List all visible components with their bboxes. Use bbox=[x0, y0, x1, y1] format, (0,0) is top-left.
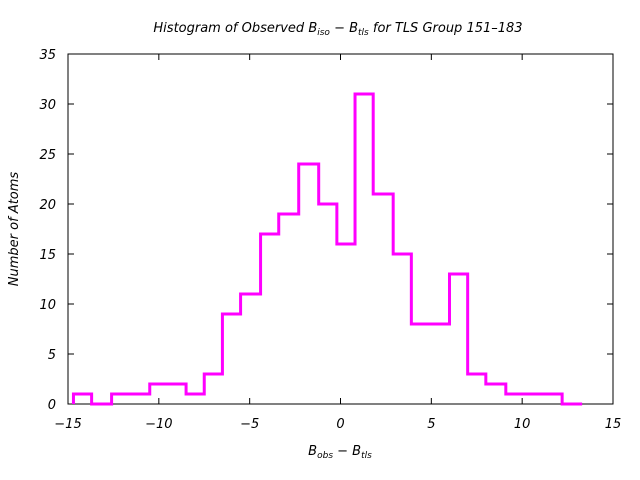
y-axis: 0 5 10 15 20 25 30 35 bbox=[39, 48, 613, 413]
histogram-series-line bbox=[71, 92, 583, 406]
x-axis-label: Bobs − Btls bbox=[308, 444, 372, 461]
x-tick-label: 5 bbox=[427, 417, 435, 432]
y-tick-label: 0 bbox=[48, 398, 56, 413]
y-tick-label: 5 bbox=[48, 348, 56, 363]
x-tick-label: −15 bbox=[54, 417, 81, 432]
chart-title: Histogram of Observed Biso − Btls for TL… bbox=[153, 21, 522, 38]
y-tick-label: 20 bbox=[39, 198, 56, 213]
plot-frame bbox=[67, 53, 614, 405]
y-tick-label: 10 bbox=[39, 298, 56, 313]
x-tick-label: −5 bbox=[240, 417, 259, 432]
x-tick-label: 15 bbox=[605, 417, 622, 432]
y-axis-label: Number of Atoms bbox=[7, 172, 22, 287]
x-tick-label: 0 bbox=[336, 417, 344, 432]
y-tick-label: 15 bbox=[39, 248, 56, 263]
y-tick-label: 35 bbox=[39, 48, 56, 63]
x-axis: −15 −10 −5 0 5 10 15 bbox=[54, 54, 621, 432]
y-tick-label: 25 bbox=[39, 148, 56, 163]
y-tick-label: 30 bbox=[39, 98, 56, 113]
x-tick-label: 10 bbox=[514, 417, 531, 432]
x-tick-label: −10 bbox=[145, 417, 172, 432]
